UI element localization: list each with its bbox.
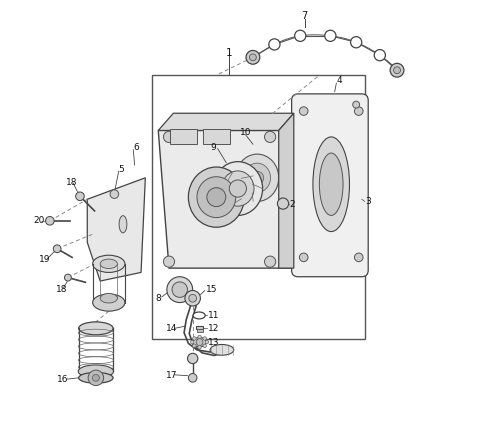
Circle shape	[300, 253, 308, 262]
Circle shape	[192, 337, 196, 340]
Ellipse shape	[119, 216, 127, 233]
Circle shape	[325, 30, 336, 42]
Bar	[170, 129, 197, 144]
Circle shape	[264, 256, 276, 267]
Text: 19: 19	[39, 255, 50, 264]
Bar	[152, 74, 365, 339]
Bar	[196, 326, 204, 329]
Circle shape	[163, 256, 175, 267]
Bar	[204, 129, 230, 144]
Ellipse shape	[78, 365, 113, 378]
Circle shape	[390, 63, 404, 77]
Ellipse shape	[197, 177, 236, 217]
Circle shape	[163, 131, 175, 142]
Text: 20: 20	[34, 216, 45, 225]
Ellipse shape	[244, 163, 271, 192]
Ellipse shape	[100, 259, 118, 268]
Ellipse shape	[188, 167, 244, 227]
Ellipse shape	[213, 162, 263, 216]
Text: 2: 2	[289, 200, 295, 209]
Ellipse shape	[236, 154, 279, 201]
Circle shape	[185, 291, 201, 306]
Circle shape	[295, 30, 306, 42]
Circle shape	[110, 190, 119, 198]
Circle shape	[192, 344, 196, 348]
Circle shape	[229, 180, 246, 197]
Circle shape	[374, 49, 385, 61]
Circle shape	[46, 216, 54, 225]
Circle shape	[251, 171, 264, 184]
Circle shape	[198, 346, 201, 349]
Text: 10: 10	[240, 128, 252, 137]
Ellipse shape	[93, 255, 125, 272]
Circle shape	[188, 374, 197, 382]
Ellipse shape	[210, 345, 234, 355]
Circle shape	[246, 50, 260, 64]
Circle shape	[53, 245, 61, 252]
Circle shape	[354, 253, 363, 262]
Circle shape	[353, 101, 360, 108]
Circle shape	[76, 192, 84, 200]
Ellipse shape	[79, 372, 113, 383]
Circle shape	[198, 335, 201, 339]
Circle shape	[189, 294, 196, 302]
Text: 14: 14	[166, 324, 178, 333]
Circle shape	[250, 54, 256, 61]
Text: 18: 18	[66, 178, 77, 187]
Text: 13: 13	[208, 338, 219, 347]
Text: 4: 4	[337, 77, 342, 85]
Circle shape	[167, 277, 192, 303]
Ellipse shape	[319, 153, 343, 216]
Circle shape	[188, 353, 198, 364]
Text: 15: 15	[205, 285, 217, 294]
Circle shape	[264, 131, 276, 142]
Text: 16: 16	[57, 375, 69, 384]
Circle shape	[354, 107, 363, 116]
Circle shape	[207, 187, 226, 207]
Circle shape	[350, 37, 362, 48]
Ellipse shape	[79, 322, 113, 335]
Text: 3: 3	[366, 197, 372, 206]
Circle shape	[93, 375, 99, 381]
Circle shape	[205, 340, 209, 344]
Text: 9: 9	[210, 143, 216, 152]
FancyBboxPatch shape	[292, 94, 368, 277]
Circle shape	[64, 274, 72, 281]
Ellipse shape	[93, 294, 125, 311]
Circle shape	[191, 340, 194, 344]
Ellipse shape	[100, 294, 118, 303]
Text: 11: 11	[208, 311, 219, 320]
Text: 12: 12	[208, 324, 219, 333]
Circle shape	[172, 282, 188, 297]
Text: 17: 17	[166, 371, 178, 380]
Text: 1: 1	[226, 48, 232, 58]
Bar	[196, 329, 203, 332]
Circle shape	[269, 39, 280, 50]
Circle shape	[196, 339, 203, 346]
Circle shape	[394, 67, 400, 74]
Polygon shape	[158, 130, 294, 268]
Circle shape	[300, 107, 308, 116]
Circle shape	[203, 337, 206, 340]
Text: 7: 7	[301, 11, 308, 22]
Text: 6: 6	[133, 143, 139, 152]
Ellipse shape	[313, 137, 349, 232]
Circle shape	[203, 344, 206, 348]
Polygon shape	[279, 113, 294, 268]
Polygon shape	[158, 113, 294, 130]
Text: 5: 5	[119, 165, 124, 174]
Circle shape	[88, 370, 104, 385]
Circle shape	[277, 198, 288, 209]
Text: 18: 18	[56, 285, 67, 294]
Ellipse shape	[222, 171, 254, 206]
Ellipse shape	[193, 337, 206, 347]
Text: 8: 8	[155, 294, 161, 303]
Polygon shape	[87, 178, 145, 281]
Ellipse shape	[193, 312, 205, 319]
